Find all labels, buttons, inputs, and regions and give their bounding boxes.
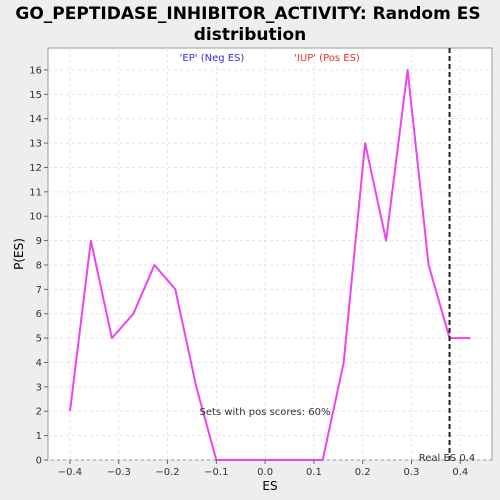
y-tick-label: 15 — [29, 90, 42, 101]
real-es-label: Real ES 0.4 — [419, 453, 475, 464]
x-axis: −0.4 −0.3 −0.2 −0.1 0.0 0.1 0.2 0.3 0.4 — [58, 460, 468, 478]
y-tick-label: 13 — [29, 139, 42, 150]
y-tick-label: 8 — [36, 260, 42, 271]
y-tick-label: 11 — [29, 187, 42, 198]
y-tick-label: 2 — [36, 407, 42, 418]
pos-scores-annotation: Sets with pos scores: 60% — [200, 407, 331, 418]
x-tick-label: −0.1 — [204, 467, 228, 478]
y-axis-label: P(ES) — [12, 238, 26, 270]
chart-title-line-2: distribution — [194, 25, 306, 45]
y-tick-label: 14 — [29, 114, 42, 125]
x-tick-label: 0.0 — [257, 467, 273, 478]
y-tick-label: 4 — [36, 358, 42, 369]
y-tick-label: 3 — [36, 382, 42, 393]
series-layer — [69, 68, 471, 461]
y-tick-label: 10 — [29, 212, 42, 223]
y-tick-label: 5 — [36, 334, 42, 345]
x-tick-label: 0.3 — [404, 467, 420, 478]
x-tick-label: 0.2 — [355, 467, 371, 478]
legend-pos-es: 'IUP' (Pos ES) — [294, 53, 360, 64]
y-tick-label: 1 — [36, 431, 42, 442]
x-tick-label: 0.1 — [306, 467, 322, 478]
x-axis-label: ES — [262, 479, 277, 493]
y-tick-label: 12 — [29, 163, 42, 174]
y-tick-label: 7 — [36, 285, 42, 296]
chart-title-line-1: GO_PEPTIDASE_INHIBITOR_ACTIVITY: Random … — [15, 4, 480, 24]
x-tick-label: −0.3 — [107, 467, 131, 478]
x-tick-label: −0.2 — [155, 467, 179, 478]
es-distribution-line — [69, 68, 471, 461]
y-tick-label: 0 — [36, 456, 42, 467]
plot-area — [47, 47, 493, 461]
y-tick-label: 16 — [29, 65, 42, 76]
x-tick-label: −0.4 — [58, 467, 82, 478]
x-tick-label: 0.4 — [452, 467, 468, 478]
y-tick-label: 6 — [36, 309, 42, 320]
grid — [48, 48, 492, 461]
y-tick-label: 9 — [36, 236, 42, 247]
legend-neg-es: 'EP' (Neg ES) — [180, 53, 245, 64]
